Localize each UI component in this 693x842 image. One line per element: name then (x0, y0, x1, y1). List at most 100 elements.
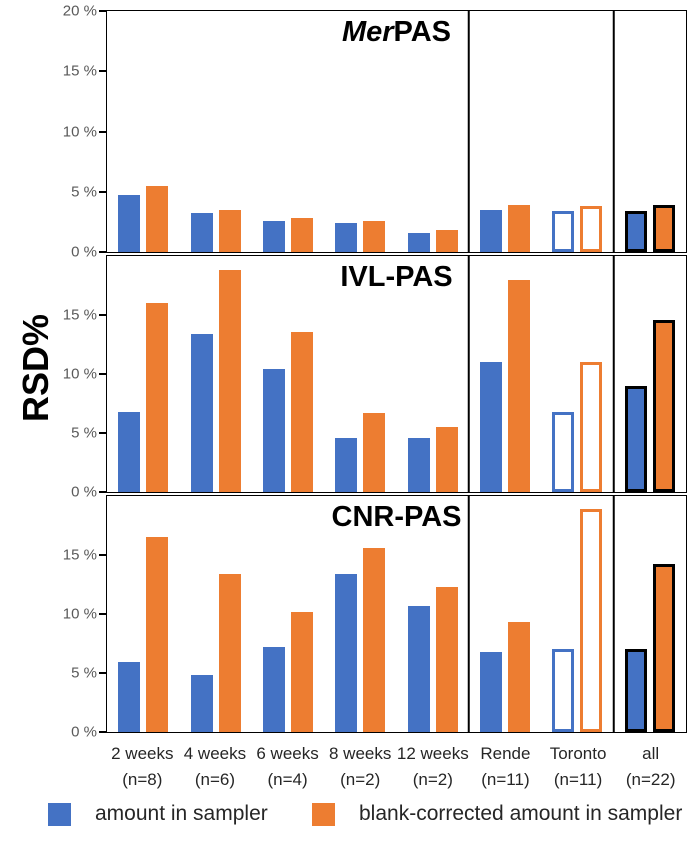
y-tick-label: 10 % (62, 123, 97, 140)
y-tick-mark (99, 432, 106, 434)
bar-amount-in-sampler (407, 437, 430, 492)
bar-blank-corrected-amount (218, 270, 241, 492)
bar-amount-in-sampler (480, 651, 503, 732)
category-column (469, 11, 541, 252)
panel-cnr-pas: CNR-PAS 15 % 10 % 5 % 0 % (63, 495, 687, 741)
bar-blank-corrected-amount (508, 279, 531, 492)
bar-blank-corrected-amount (218, 209, 241, 252)
y-tick-label: 10 % (62, 365, 97, 383)
category-column (614, 11, 686, 252)
category-column (324, 256, 396, 492)
y-tick-label: 15 % (62, 546, 97, 564)
y-tick-label: 15 % (62, 62, 97, 80)
panel-ivl-pas: IVL-PAS 15 % 10 % 5 % 0 % (63, 255, 687, 501)
y-tick-label: 5 % (71, 424, 97, 442)
bar-blank-corrected-amount (290, 331, 313, 492)
bar-blank-corrected-amount (435, 427, 458, 492)
y-tick-mark (99, 190, 106, 193)
bar-blank-corrected-amount (363, 547, 386, 732)
x-category-label: Toronto (n=11) (549, 744, 607, 789)
category-column (541, 496, 613, 732)
x-category-label: 12 weeks (n=2) (396, 744, 469, 789)
category-column (397, 496, 469, 732)
bar-amount-in-sampler (190, 333, 213, 492)
bar-blank-corrected-amount (146, 185, 169, 252)
category-column (324, 496, 396, 732)
section-divider-1 (467, 11, 471, 252)
category-column (324, 11, 396, 252)
bar-amount-in-sampler (552, 649, 575, 732)
y-tick-mark (99, 70, 106, 73)
bar-blank-corrected-amount (146, 303, 169, 492)
y-tick-label: 5 % (71, 664, 97, 682)
bar-blank-corrected-amount (652, 564, 675, 732)
y-tick-label: 0 % (71, 483, 97, 501)
y-tick-label: 5 % (71, 183, 97, 201)
section-divider-2 (612, 256, 615, 492)
category-column (179, 496, 251, 732)
bar-blank-corrected-amount (363, 412, 386, 492)
y-tick-mark (99, 251, 106, 253)
y-tick-mark (99, 731, 106, 733)
bar-amount-in-sampler (624, 211, 647, 252)
y-tick-mark (99, 672, 106, 674)
bar-blank-corrected-amount (218, 573, 241, 732)
bar-amount-in-sampler (480, 209, 503, 252)
bar-amount-in-sampler (262, 220, 285, 252)
category-column (541, 256, 613, 492)
legend-label: blank-corrected amount in sampler (359, 802, 683, 825)
y-tick-label: 15 % (62, 306, 97, 324)
section-divider-2 (612, 496, 615, 732)
panel-merpas: MerPAS 20 % 15 % 10 % 5 % 0 % (63, 3, 687, 261)
bars-area (107, 11, 686, 252)
category-column (614, 256, 686, 492)
section-divider-1 (467, 256, 471, 492)
category-column (179, 256, 251, 492)
bar-amount-in-sampler (624, 385, 647, 492)
bars-area (107, 496, 686, 732)
bar-amount-in-sampler (118, 662, 141, 732)
y-tick-mark (99, 554, 106, 556)
legend-item-amount: amount in sampler (48, 802, 268, 826)
bar-amount-in-sampler (624, 649, 647, 732)
category-column (107, 11, 179, 252)
y-tick-mark (99, 314, 106, 316)
y-tick-mark (99, 130, 106, 133)
y-tick-label: 10 % (62, 605, 97, 623)
bars-area (107, 256, 686, 492)
bar-blank-corrected-amount (435, 230, 458, 252)
bar-amount-in-sampler (552, 411, 575, 492)
bar-blank-corrected-amount (363, 220, 386, 252)
x-category-label: 8 weeks (n=2) (329, 744, 392, 789)
bar-blank-corrected-amount (146, 537, 169, 732)
category-column (252, 496, 324, 732)
bar-blank-corrected-amount (290, 611, 313, 732)
legend-label: amount in sampler (95, 802, 268, 825)
category-column (179, 11, 251, 252)
bar-amount-in-sampler (262, 647, 285, 732)
bar-amount-in-sampler (335, 573, 358, 732)
category-column (397, 256, 469, 492)
bar-blank-corrected-amount (435, 586, 458, 732)
bar-blank-corrected-amount (508, 622, 531, 732)
y-tick-label: 20 % (62, 2, 97, 20)
bar-amount-in-sampler (552, 211, 575, 252)
bar-amount-in-sampler (262, 369, 285, 492)
bar-amount-in-sampler (190, 213, 213, 252)
legend-swatch (312, 802, 335, 826)
x-category-label: 4 weeks (n=6) (183, 744, 247, 789)
x-category-label: Rende (n=11) (480, 744, 531, 789)
section-divider-1 (467, 496, 471, 732)
category-column (107, 256, 179, 492)
category-column (541, 11, 613, 252)
x-axis-category-labels: 2 weeks (n=8) 4 weeks (n=6) 6 weeks (n=4) 8 we… (106, 741, 687, 793)
category-column (614, 496, 686, 732)
y-tick-mark (99, 491, 106, 493)
bar-blank-corrected-amount (580, 362, 603, 492)
legend-swatch (48, 802, 71, 826)
section-divider-2 (612, 11, 615, 252)
y-tick-mark (99, 10, 106, 12)
chart-legend: amount in sampler blank-corrected amount … (0, 800, 693, 834)
bar-blank-corrected-amount (580, 206, 603, 252)
category-column (252, 256, 324, 492)
